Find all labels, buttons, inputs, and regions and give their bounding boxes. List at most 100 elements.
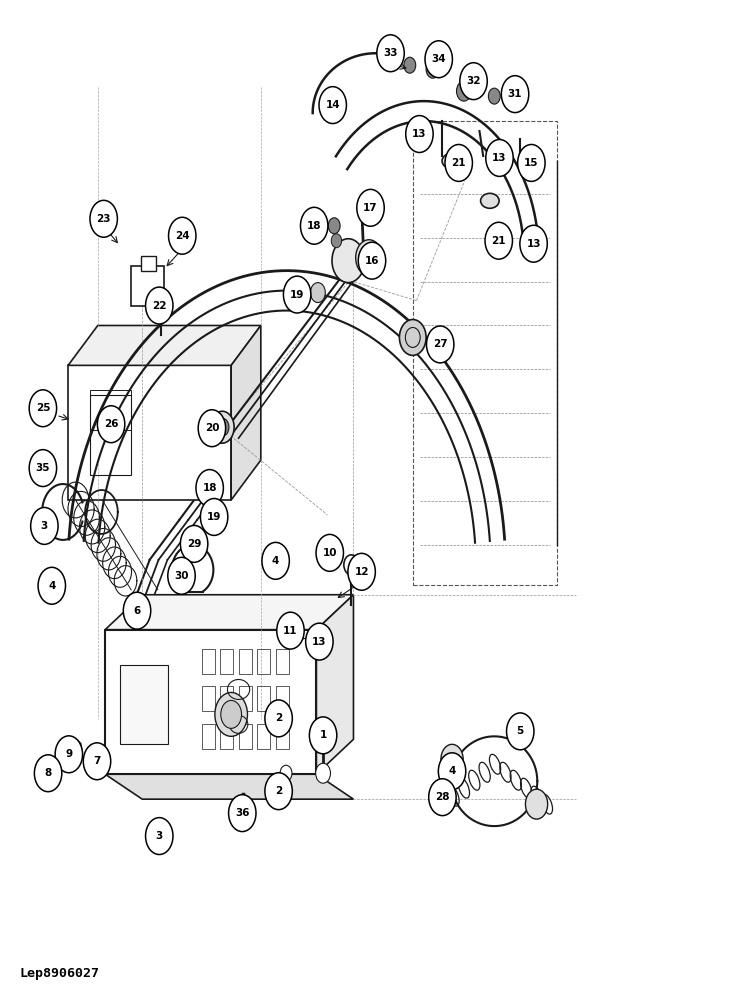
Text: 27: 27 <box>433 339 447 349</box>
Circle shape <box>438 753 466 790</box>
Text: 26: 26 <box>104 419 118 429</box>
Text: 15: 15 <box>524 158 539 168</box>
Circle shape <box>265 700 292 737</box>
Circle shape <box>216 418 229 436</box>
Circle shape <box>429 779 456 816</box>
Circle shape <box>221 700 242 728</box>
Text: 36: 36 <box>235 808 249 818</box>
Circle shape <box>525 789 548 819</box>
Circle shape <box>404 57 416 73</box>
Bar <box>220 724 234 749</box>
Circle shape <box>306 623 333 660</box>
Circle shape <box>400 320 426 355</box>
Circle shape <box>228 795 256 832</box>
Circle shape <box>146 287 173 324</box>
Bar <box>120 665 168 744</box>
Circle shape <box>356 240 382 276</box>
Circle shape <box>169 217 196 254</box>
Circle shape <box>319 87 347 124</box>
Text: 17: 17 <box>363 203 378 213</box>
Circle shape <box>180 525 208 562</box>
Text: 33: 33 <box>383 48 398 58</box>
Bar <box>202 649 215 674</box>
Text: 13: 13 <box>312 637 327 647</box>
Circle shape <box>124 592 151 629</box>
Circle shape <box>310 283 325 303</box>
Text: 18: 18 <box>202 483 217 493</box>
Polygon shape <box>105 774 353 799</box>
Text: 13: 13 <box>412 129 427 139</box>
Circle shape <box>168 557 195 594</box>
Circle shape <box>331 234 341 248</box>
Circle shape <box>357 189 384 226</box>
Text: 6: 6 <box>133 606 141 616</box>
Circle shape <box>501 76 529 113</box>
Circle shape <box>316 534 344 571</box>
Circle shape <box>426 60 440 78</box>
Polygon shape <box>231 325 261 500</box>
Text: 28: 28 <box>435 792 449 802</box>
Bar <box>202 686 215 711</box>
Circle shape <box>29 390 57 427</box>
Circle shape <box>359 242 385 279</box>
Text: 21: 21 <box>452 158 466 168</box>
Bar <box>68 365 231 500</box>
Circle shape <box>441 744 464 774</box>
Text: 2: 2 <box>275 713 282 723</box>
Bar <box>239 724 252 749</box>
Text: 16: 16 <box>365 256 379 266</box>
Bar <box>275 724 289 749</box>
Circle shape <box>301 207 328 244</box>
Circle shape <box>37 761 52 781</box>
Circle shape <box>146 818 173 855</box>
Circle shape <box>55 736 83 773</box>
Circle shape <box>520 225 548 262</box>
Circle shape <box>426 326 454 363</box>
Text: 25: 25 <box>36 403 50 413</box>
Text: 22: 22 <box>152 301 167 311</box>
Text: 1: 1 <box>319 730 327 740</box>
Text: 13: 13 <box>493 153 507 163</box>
Circle shape <box>460 63 487 100</box>
Circle shape <box>315 763 330 783</box>
Text: 13: 13 <box>526 239 541 249</box>
Text: 35: 35 <box>36 463 50 473</box>
Text: 20: 20 <box>205 423 219 433</box>
Text: 4: 4 <box>272 556 279 566</box>
Bar <box>131 266 164 306</box>
Text: 7: 7 <box>93 756 100 766</box>
Circle shape <box>198 410 225 447</box>
Text: 12: 12 <box>354 567 369 577</box>
Polygon shape <box>68 325 261 365</box>
Circle shape <box>486 140 513 176</box>
Circle shape <box>277 612 304 649</box>
Circle shape <box>518 144 545 181</box>
Text: 11: 11 <box>283 626 298 636</box>
Circle shape <box>31 507 58 544</box>
Ellipse shape <box>442 153 461 168</box>
Circle shape <box>29 450 57 487</box>
Circle shape <box>283 276 311 313</box>
Circle shape <box>97 406 125 443</box>
Circle shape <box>196 470 223 506</box>
Circle shape <box>200 499 228 535</box>
Text: 14: 14 <box>325 100 340 110</box>
Circle shape <box>280 765 292 781</box>
Text: 10: 10 <box>322 548 337 558</box>
Bar <box>220 649 234 674</box>
Circle shape <box>265 773 292 810</box>
Text: Lep8906027: Lep8906027 <box>20 967 100 980</box>
Circle shape <box>488 88 500 104</box>
Text: 23: 23 <box>97 214 111 224</box>
Bar <box>275 649 289 674</box>
Bar <box>257 724 271 749</box>
Bar <box>105 630 316 774</box>
Bar <box>413 121 557 585</box>
Text: 24: 24 <box>175 231 190 241</box>
Bar <box>275 686 289 711</box>
Circle shape <box>38 567 65 604</box>
Text: 2: 2 <box>275 786 282 796</box>
Bar <box>141 256 155 271</box>
Bar <box>257 649 271 674</box>
Ellipse shape <box>481 193 499 208</box>
